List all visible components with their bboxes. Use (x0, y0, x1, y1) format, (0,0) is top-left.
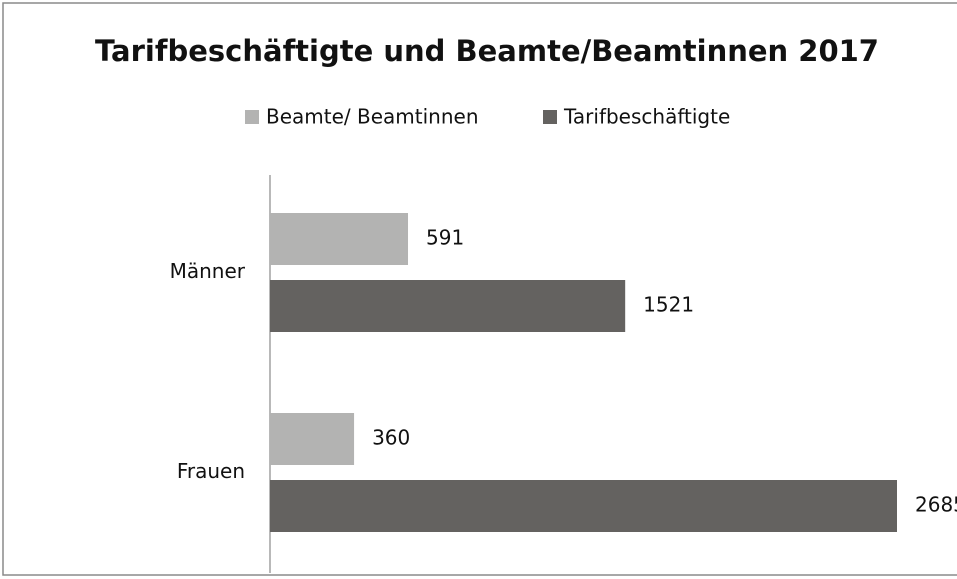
legend-label: Beamte/ Beamtinnen (266, 105, 479, 129)
chart-title: Tarifbeschäftigte und Beamte/Beamtinnen … (95, 34, 879, 68)
bar (270, 213, 409, 265)
bar (270, 280, 626, 332)
legend-swatch (245, 110, 259, 124)
category-label: Männer (170, 259, 246, 283)
value-label: 2685 (915, 493, 957, 517)
value-label: 591 (426, 226, 464, 250)
bar (270, 413, 355, 465)
legend-label: Tarifbeschäftigte (563, 105, 730, 129)
legend-swatch (543, 110, 557, 124)
value-label: 360 (372, 426, 410, 450)
bar (270, 480, 897, 532)
value-label: 1521 (643, 293, 694, 317)
category-label: Frauen (177, 459, 245, 483)
